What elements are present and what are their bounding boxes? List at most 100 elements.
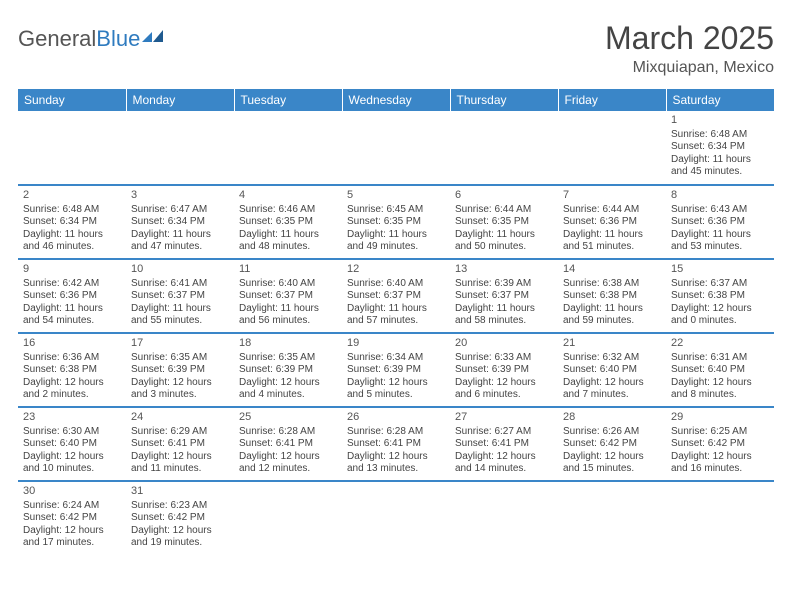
- sunset-text: Sunset: 6:39 PM: [239, 364, 337, 377]
- day-number: 15: [671, 263, 769, 277]
- daylight-text: Daylight: 12 hours and 13 minutes.: [347, 451, 445, 476]
- day-number: 9: [23, 263, 121, 277]
- daylight-text: Daylight: 12 hours and 6 minutes.: [455, 377, 553, 402]
- location: Mixquiapan, Mexico: [605, 59, 774, 77]
- daylight-text: Daylight: 11 hours and 48 minutes.: [239, 229, 337, 254]
- sunrise-text: Sunrise: 6:33 AM: [455, 352, 553, 365]
- calendar-day-cell: 23Sunrise: 6:30 AMSunset: 6:40 PMDayligh…: [18, 407, 126, 481]
- sunrise-text: Sunrise: 6:37 AM: [671, 278, 769, 291]
- calendar-day-cell: 6Sunrise: 6:44 AMSunset: 6:35 PMDaylight…: [450, 185, 558, 259]
- logo-text-blue: Blue: [96, 26, 140, 52]
- calendar-day-cell: 14Sunrise: 6:38 AMSunset: 6:38 PMDayligh…: [558, 259, 666, 333]
- calendar-empty-cell: [234, 111, 342, 185]
- calendar-empty-cell: [450, 481, 558, 555]
- sunset-text: Sunset: 6:36 PM: [23, 290, 121, 303]
- day-number: 21: [563, 337, 661, 351]
- calendar-day-cell: 12Sunrise: 6:40 AMSunset: 6:37 PMDayligh…: [342, 259, 450, 333]
- calendar-header-row: SundayMondayTuesdayWednesdayThursdayFrid…: [18, 89, 774, 111]
- weekday-header: Wednesday: [342, 89, 450, 111]
- day-number: 25: [239, 411, 337, 425]
- sunset-text: Sunset: 6:37 PM: [455, 290, 553, 303]
- calendar-day-cell: 1Sunrise: 6:48 AMSunset: 6:34 PMDaylight…: [666, 111, 774, 185]
- calendar-day-cell: 8Sunrise: 6:43 AMSunset: 6:36 PMDaylight…: [666, 185, 774, 259]
- sunset-text: Sunset: 6:34 PM: [131, 216, 229, 229]
- title-block: March 2025 Mixquiapan, Mexico: [605, 20, 774, 77]
- weekday-header: Friday: [558, 89, 666, 111]
- day-number: 30: [23, 485, 121, 499]
- sunset-text: Sunset: 6:42 PM: [131, 512, 229, 525]
- day-number: 17: [131, 337, 229, 351]
- day-number: 18: [239, 337, 337, 351]
- daylight-text: Daylight: 12 hours and 0 minutes.: [671, 303, 769, 328]
- sunset-text: Sunset: 6:35 PM: [347, 216, 445, 229]
- daylight-text: Daylight: 12 hours and 14 minutes.: [455, 451, 553, 476]
- sunrise-text: Sunrise: 6:40 AM: [239, 278, 337, 291]
- day-number: 10: [131, 263, 229, 277]
- calendar-empty-cell: [450, 111, 558, 185]
- sunrise-text: Sunrise: 6:35 AM: [131, 352, 229, 365]
- calendar-day-cell: 15Sunrise: 6:37 AMSunset: 6:38 PMDayligh…: [666, 259, 774, 333]
- sunrise-text: Sunrise: 6:44 AM: [455, 204, 553, 217]
- day-number: 7: [563, 189, 661, 203]
- day-number: 1: [671, 114, 769, 128]
- daylight-text: Daylight: 12 hours and 3 minutes.: [131, 377, 229, 402]
- calendar-day-cell: 25Sunrise: 6:28 AMSunset: 6:41 PMDayligh…: [234, 407, 342, 481]
- daylight-text: Daylight: 11 hours and 50 minutes.: [455, 229, 553, 254]
- daylight-text: Daylight: 12 hours and 16 minutes.: [671, 451, 769, 476]
- sunset-text: Sunset: 6:37 PM: [347, 290, 445, 303]
- daylight-text: Daylight: 11 hours and 53 minutes.: [671, 229, 769, 254]
- day-number: 8: [671, 189, 769, 203]
- calendar-day-cell: 27Sunrise: 6:27 AMSunset: 6:41 PMDayligh…: [450, 407, 558, 481]
- sunrise-text: Sunrise: 6:48 AM: [23, 204, 121, 217]
- daylight-text: Daylight: 11 hours and 59 minutes.: [563, 303, 661, 328]
- weekday-header: Saturday: [666, 89, 774, 111]
- calendar-empty-cell: [234, 481, 342, 555]
- sunrise-text: Sunrise: 6:34 AM: [347, 352, 445, 365]
- calendar-day-cell: 31Sunrise: 6:23 AMSunset: 6:42 PMDayligh…: [126, 481, 234, 555]
- sunrise-text: Sunrise: 6:30 AM: [23, 426, 121, 439]
- daylight-text: Daylight: 11 hours and 55 minutes.: [131, 303, 229, 328]
- calendar-week-row: 23Sunrise: 6:30 AMSunset: 6:40 PMDayligh…: [18, 407, 774, 481]
- sunset-text: Sunset: 6:38 PM: [671, 290, 769, 303]
- sunset-text: Sunset: 6:40 PM: [23, 438, 121, 451]
- daylight-text: Daylight: 12 hours and 17 minutes.: [23, 525, 121, 550]
- daylight-text: Daylight: 12 hours and 5 minutes.: [347, 377, 445, 402]
- day-number: 24: [131, 411, 229, 425]
- sunset-text: Sunset: 6:42 PM: [671, 438, 769, 451]
- day-number: 28: [563, 411, 661, 425]
- sunrise-text: Sunrise: 6:44 AM: [563, 204, 661, 217]
- day-number: 16: [23, 337, 121, 351]
- sunset-text: Sunset: 6:39 PM: [455, 364, 553, 377]
- day-number: 29: [671, 411, 769, 425]
- sunrise-text: Sunrise: 6:41 AM: [131, 278, 229, 291]
- daylight-text: Daylight: 12 hours and 4 minutes.: [239, 377, 337, 402]
- calendar-empty-cell: [342, 481, 450, 555]
- daylight-text: Daylight: 11 hours and 49 minutes.: [347, 229, 445, 254]
- calendar-table: SundayMondayTuesdayWednesdayThursdayFrid…: [18, 89, 774, 555]
- daylight-text: Daylight: 12 hours and 15 minutes.: [563, 451, 661, 476]
- sunset-text: Sunset: 6:39 PM: [347, 364, 445, 377]
- calendar-day-cell: 5Sunrise: 6:45 AMSunset: 6:35 PMDaylight…: [342, 185, 450, 259]
- sunrise-text: Sunrise: 6:25 AM: [671, 426, 769, 439]
- day-number: 27: [455, 411, 553, 425]
- calendar-week-row: 1Sunrise: 6:48 AMSunset: 6:34 PMDaylight…: [18, 111, 774, 185]
- sunset-text: Sunset: 6:41 PM: [455, 438, 553, 451]
- calendar-page: GeneralBlue March 2025 Mixquiapan, Mexic…: [0, 0, 792, 565]
- sunset-text: Sunset: 6:38 PM: [563, 290, 661, 303]
- daylight-text: Daylight: 11 hours and 46 minutes.: [23, 229, 121, 254]
- sunrise-text: Sunrise: 6:28 AM: [347, 426, 445, 439]
- day-number: 2: [23, 189, 121, 203]
- day-number: 12: [347, 263, 445, 277]
- day-number: 22: [671, 337, 769, 351]
- daylight-text: Daylight: 11 hours and 47 minutes.: [131, 229, 229, 254]
- daylight-text: Daylight: 12 hours and 11 minutes.: [131, 451, 229, 476]
- calendar-day-cell: 29Sunrise: 6:25 AMSunset: 6:42 PMDayligh…: [666, 407, 774, 481]
- calendar-empty-cell: [558, 111, 666, 185]
- daylight-text: Daylight: 12 hours and 10 minutes.: [23, 451, 121, 476]
- weekday-header: Tuesday: [234, 89, 342, 111]
- sunrise-text: Sunrise: 6:48 AM: [671, 129, 769, 142]
- calendar-day-cell: 3Sunrise: 6:47 AMSunset: 6:34 PMDaylight…: [126, 185, 234, 259]
- logo: GeneralBlue: [18, 20, 164, 52]
- weekday-header: Thursday: [450, 89, 558, 111]
- sunrise-text: Sunrise: 6:27 AM: [455, 426, 553, 439]
